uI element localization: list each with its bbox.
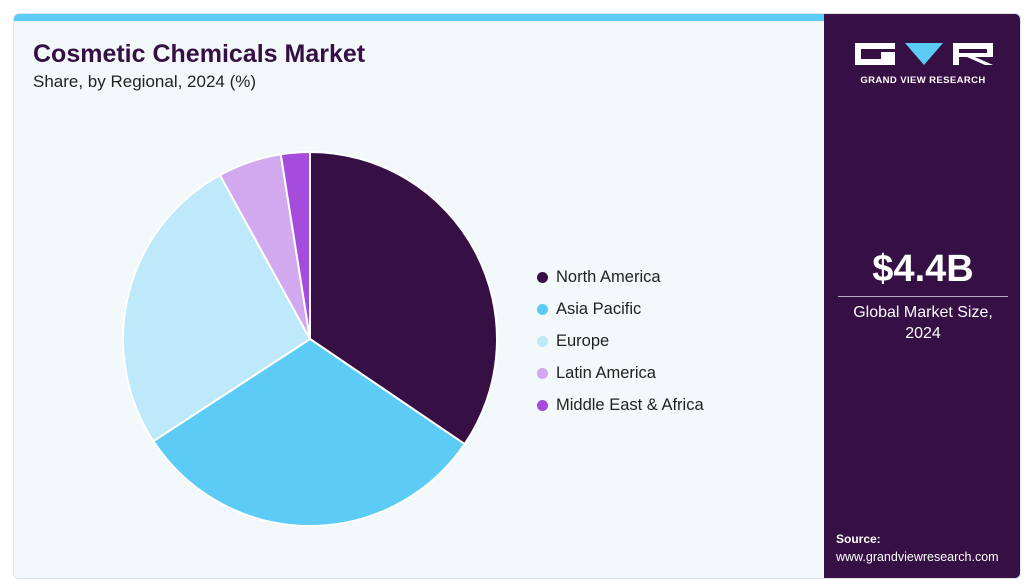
legend-item-latin-america: Latin America bbox=[537, 357, 704, 389]
legend-swatch bbox=[537, 367, 548, 379]
source-label: Source: bbox=[836, 532, 881, 546]
legend-label: Asia Pacific bbox=[556, 299, 642, 318]
legend-swatch bbox=[537, 335, 548, 347]
accent-bar bbox=[14, 14, 824, 21]
pie-slice-middle-east-africa[interactable] bbox=[279, 150, 311, 340]
legend-item-europe: Europe bbox=[537, 325, 704, 357]
source-url[interactable]: www.grandviewresearch.com bbox=[836, 550, 999, 564]
legend-label: Latin America bbox=[556, 363, 656, 382]
pie-chart bbox=[122, 150, 498, 527]
legend-swatch bbox=[537, 399, 548, 411]
chart-legend: North America Asia Pacific Europe Latin Ame… bbox=[537, 261, 704, 421]
market-size-label-line1: Global Market Size, bbox=[853, 304, 993, 321]
legend-label: Europe bbox=[556, 331, 610, 350]
legend-swatch bbox=[537, 303, 548, 315]
market-divider bbox=[838, 296, 1008, 297]
chart-subtitle: Share, by Regional, 2024 (%) bbox=[33, 72, 257, 91]
legend-label: Middle East & Africa bbox=[556, 395, 704, 414]
pie-slice-europe[interactable] bbox=[122, 173, 312, 443]
legend-label: North America bbox=[556, 267, 661, 286]
legend-item-middle-east-africa: Middle East & Africa bbox=[537, 389, 704, 421]
info-sidebar: GRAND VIEW RESEARCH $4.4B Global Market … bbox=[824, 14, 1020, 578]
pie-slice-north-america[interactable] bbox=[309, 150, 498, 446]
legend-item-asia-pacific: Asia Pacific bbox=[537, 293, 704, 325]
chart-card: Cosmetic Chemicals Market Share, by Regi… bbox=[13, 13, 1021, 579]
market-size-value: $4.4B bbox=[872, 248, 974, 290]
legend-item-north-america: North America bbox=[537, 261, 704, 293]
market-size-label-line2: 2024 bbox=[905, 325, 941, 342]
brand-name: GRAND VIEW RESEARCH bbox=[860, 75, 986, 86]
pie-slice-asia-pacific[interactable] bbox=[151, 337, 467, 527]
legend-swatch bbox=[537, 271, 548, 283]
grand-view-research-logo bbox=[855, 43, 993, 65]
chart-title: Cosmetic Chemicals Market bbox=[33, 40, 366, 68]
market-size-label: Global Market Size, 2024 bbox=[838, 302, 1008, 344]
